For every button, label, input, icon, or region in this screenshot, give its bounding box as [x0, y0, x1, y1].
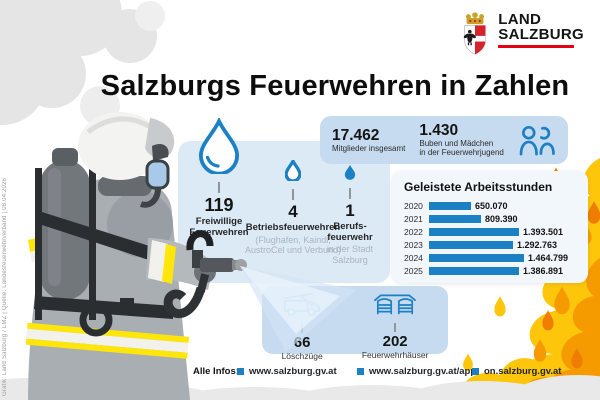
- chart-row: 2025 1.386.891: [404, 264, 578, 277]
- arm-reflective-stripe: [148, 240, 176, 284]
- youth-members-icon: [519, 125, 555, 155]
- chart-title: Geleistete Arbeitsstunden: [404, 180, 553, 194]
- fire-stations-column: 202 Feuerwehrhäuser: [361, 292, 429, 360]
- collar: [98, 176, 152, 196]
- footer-link-app: www.salzburg.gv.at/app: [357, 366, 476, 377]
- year-label: 2023: [404, 239, 423, 250]
- bullet-square: [472, 368, 479, 375]
- fire-stations-label: Feuerwehrhäuser: [361, 350, 429, 360]
- year-label: 2020: [404, 200, 423, 211]
- hose-nozzle: [163, 230, 247, 319]
- hours-bar: [429, 266, 519, 275]
- helmet: [78, 112, 175, 208]
- firefighter-illustration: [25, 112, 247, 400]
- chart-row: 2022 1.393.501: [404, 225, 578, 238]
- page-title: Salzburgs Feuerwehren in Zahlen: [100, 70, 570, 102]
- chart-row: 2024 1.464.799: [404, 251, 578, 264]
- youth-value: 1.430: [419, 122, 459, 139]
- logo-line2: SALZBURG: [498, 26, 584, 43]
- professional-sublabel: in der Stadt Salzburg: [326, 244, 374, 265]
- professional-brigade-column: 1 Berufs-feuerwehr in der Stadt Salzburg: [321, 164, 379, 265]
- chart-row: 2023 1.292.763: [404, 238, 578, 251]
- footer-label: Alle Infos:: [193, 366, 239, 377]
- water-drop-small-icon: [344, 164, 356, 180]
- bullet-square: [357, 368, 364, 375]
- hours-bar: [429, 240, 513, 249]
- company-sublabel: (Flughafen, Kaindl, AustroCel und Verbun…: [244, 234, 342, 256]
- logo-underline: [498, 45, 575, 48]
- members-total-value: 17.462: [332, 126, 380, 144]
- fire-engines-column: 66 Löschzüge: [282, 292, 323, 361]
- footer-link-social: on.salzburg.gv.at: [472, 366, 561, 377]
- chart-row: 2021 809.390: [404, 212, 578, 225]
- volunteer-brigades-column: 119 Freiwillige Feuerwehren: [174, 116, 264, 238]
- equipment-box: 66 Löschzüge 202 Feuerwehrhäuser: [262, 286, 448, 361]
- tank-valve: [52, 148, 78, 166]
- working-hours-chart: Geleistete Arbeitsstunden 2020 650.070 202…: [392, 171, 588, 283]
- fire-station-icon: [374, 294, 417, 315]
- mask-hose: [139, 187, 161, 208]
- connector-tick: [218, 182, 220, 193]
- stat-members: 17.462 Mitglieder insgesamt: [332, 126, 406, 153]
- company-brigades-column: 4 Betriebsfeuerwehren (Flughafen, Kaindl…: [243, 157, 343, 256]
- top-stats-box: 17.462 Mitglieder insgesamt 1.430 Buben …: [320, 116, 568, 164]
- company-label: Betriebsfeuerwehren: [245, 222, 341, 233]
- logo-line1: LAND: [498, 11, 542, 28]
- professional-count: 1: [345, 201, 355, 220]
- volunteer-count: 119: [204, 195, 234, 215]
- hours-bar: [429, 227, 519, 236]
- carabiner-loop: [79, 303, 113, 337]
- connector-tick: [292, 189, 294, 200]
- year-label: 2022: [404, 226, 423, 237]
- company-count: 4: [288, 202, 298, 221]
- hose-coil: [163, 286, 206, 319]
- land-salzburg-logo: LAND SALZBURG: [459, 12, 584, 56]
- eagle-silhouette: [463, 29, 477, 46]
- jacket-reflective-stripes-lower: [25, 322, 190, 359]
- breathing-mask: [145, 159, 170, 190]
- hours-value: 809.390: [485, 213, 518, 224]
- year-label: 2024: [404, 252, 423, 263]
- chart-row: 2020 650.070: [404, 199, 578, 212]
- fire-engines-label: Löschzüge: [281, 351, 323, 361]
- members-total-label: Mitglieder insgesamt: [332, 143, 406, 153]
- hours-value: 1.386.891: [523, 265, 564, 276]
- footer-links-bar: Alle Infos: www.salzburg.gv.at www.salzb…: [0, 366, 600, 384]
- footer-link-web: www.salzburg.gv.at: [237, 366, 337, 377]
- hours-value: 650.070: [475, 200, 508, 211]
- connector-tick: [394, 323, 397, 332]
- hours-chart-rows: 2020 650.070 2021 809.390 2022 1.393.501 2023 1…: [404, 199, 578, 277]
- youth-label: Buben und Mädchen in der Feuerwehrjugend: [419, 139, 504, 157]
- fire-truck-icon: [284, 292, 321, 316]
- smoke-clouds-top-left: [0, 0, 165, 126]
- year-label: 2025: [404, 265, 423, 276]
- helmet-visor: [152, 144, 169, 161]
- hours-bar: [429, 214, 481, 223]
- professional-label: Berufs-feuerwehr: [327, 221, 373, 243]
- water-drop-large-icon: [198, 116, 240, 176]
- hours-value: 1.393.501: [523, 226, 564, 237]
- hours-value: 1.292.763: [517, 239, 558, 250]
- year-label: 2021: [404, 213, 423, 224]
- volunteer-label: Freiwillige Feuerwehren: [189, 216, 249, 238]
- hours-bar: [429, 253, 524, 262]
- hours-bar: [429, 201, 471, 210]
- salzburg-coat-of-arms: [463, 12, 486, 55]
- bullet-square: [237, 368, 244, 375]
- connector-tick: [301, 324, 304, 333]
- fire-engines-count: 66: [293, 334, 311, 351]
- connector-tick: [349, 188, 351, 199]
- water-drop-medium-icon: [284, 157, 302, 183]
- hours-value: 1.464.799: [528, 252, 569, 263]
- stat-youth: 1.430 Buben und Mädchen in der Feuerwehr…: [419, 122, 504, 158]
- fire-stations-count: 202: [382, 333, 408, 350]
